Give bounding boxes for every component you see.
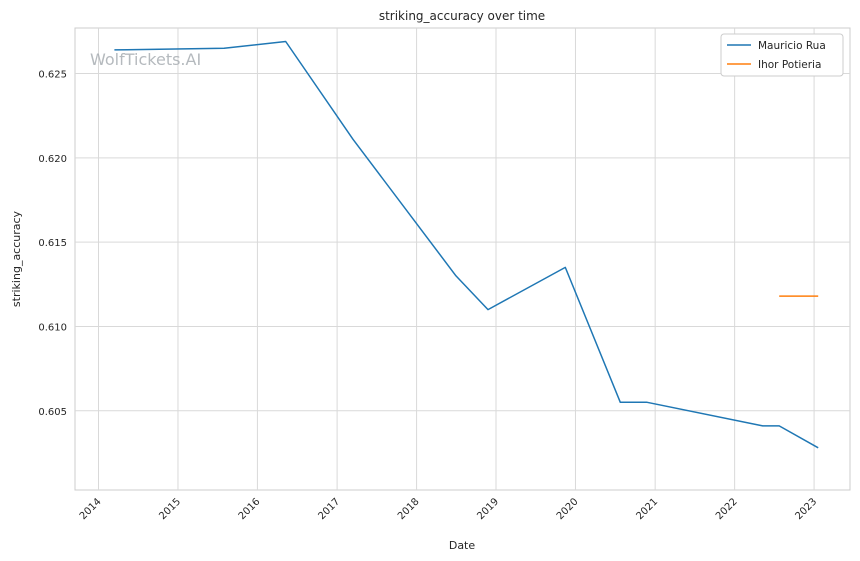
y-tick-label: 0.610 — [38, 322, 67, 333]
y-tick-labels: 0.605 0.610 0.615 0.620 0.625 — [38, 70, 67, 418]
legend-box — [720, 33, 844, 77]
y-tick-label: 0.625 — [38, 70, 67, 81]
y-tick-label: 0.615 — [38, 238, 67, 249]
legend-label-ihor-potieria: Ihor Potieria — [758, 59, 821, 71]
series-line-mauricio-rua — [114, 40, 819, 449]
chart-title: striking_accuracy over time — [379, 9, 545, 23]
legend-label-mauricio-rua: Mauricio Rua — [758, 40, 826, 52]
watermark-text: WolfTickets.AI — [90, 50, 201, 69]
plot-area — [74, 27, 851, 491]
x-axis-label: Date — [449, 539, 476, 552]
y-axis-label: striking_accuracy — [10, 210, 23, 307]
y-tick-label: 0.620 — [38, 154, 67, 165]
y-tick-label: 0.605 — [38, 407, 67, 418]
series-layer — [114, 40, 819, 449]
grid-lines — [75, 28, 850, 490]
legend: Mauricio Rua Ihor Potieria — [720, 33, 844, 77]
